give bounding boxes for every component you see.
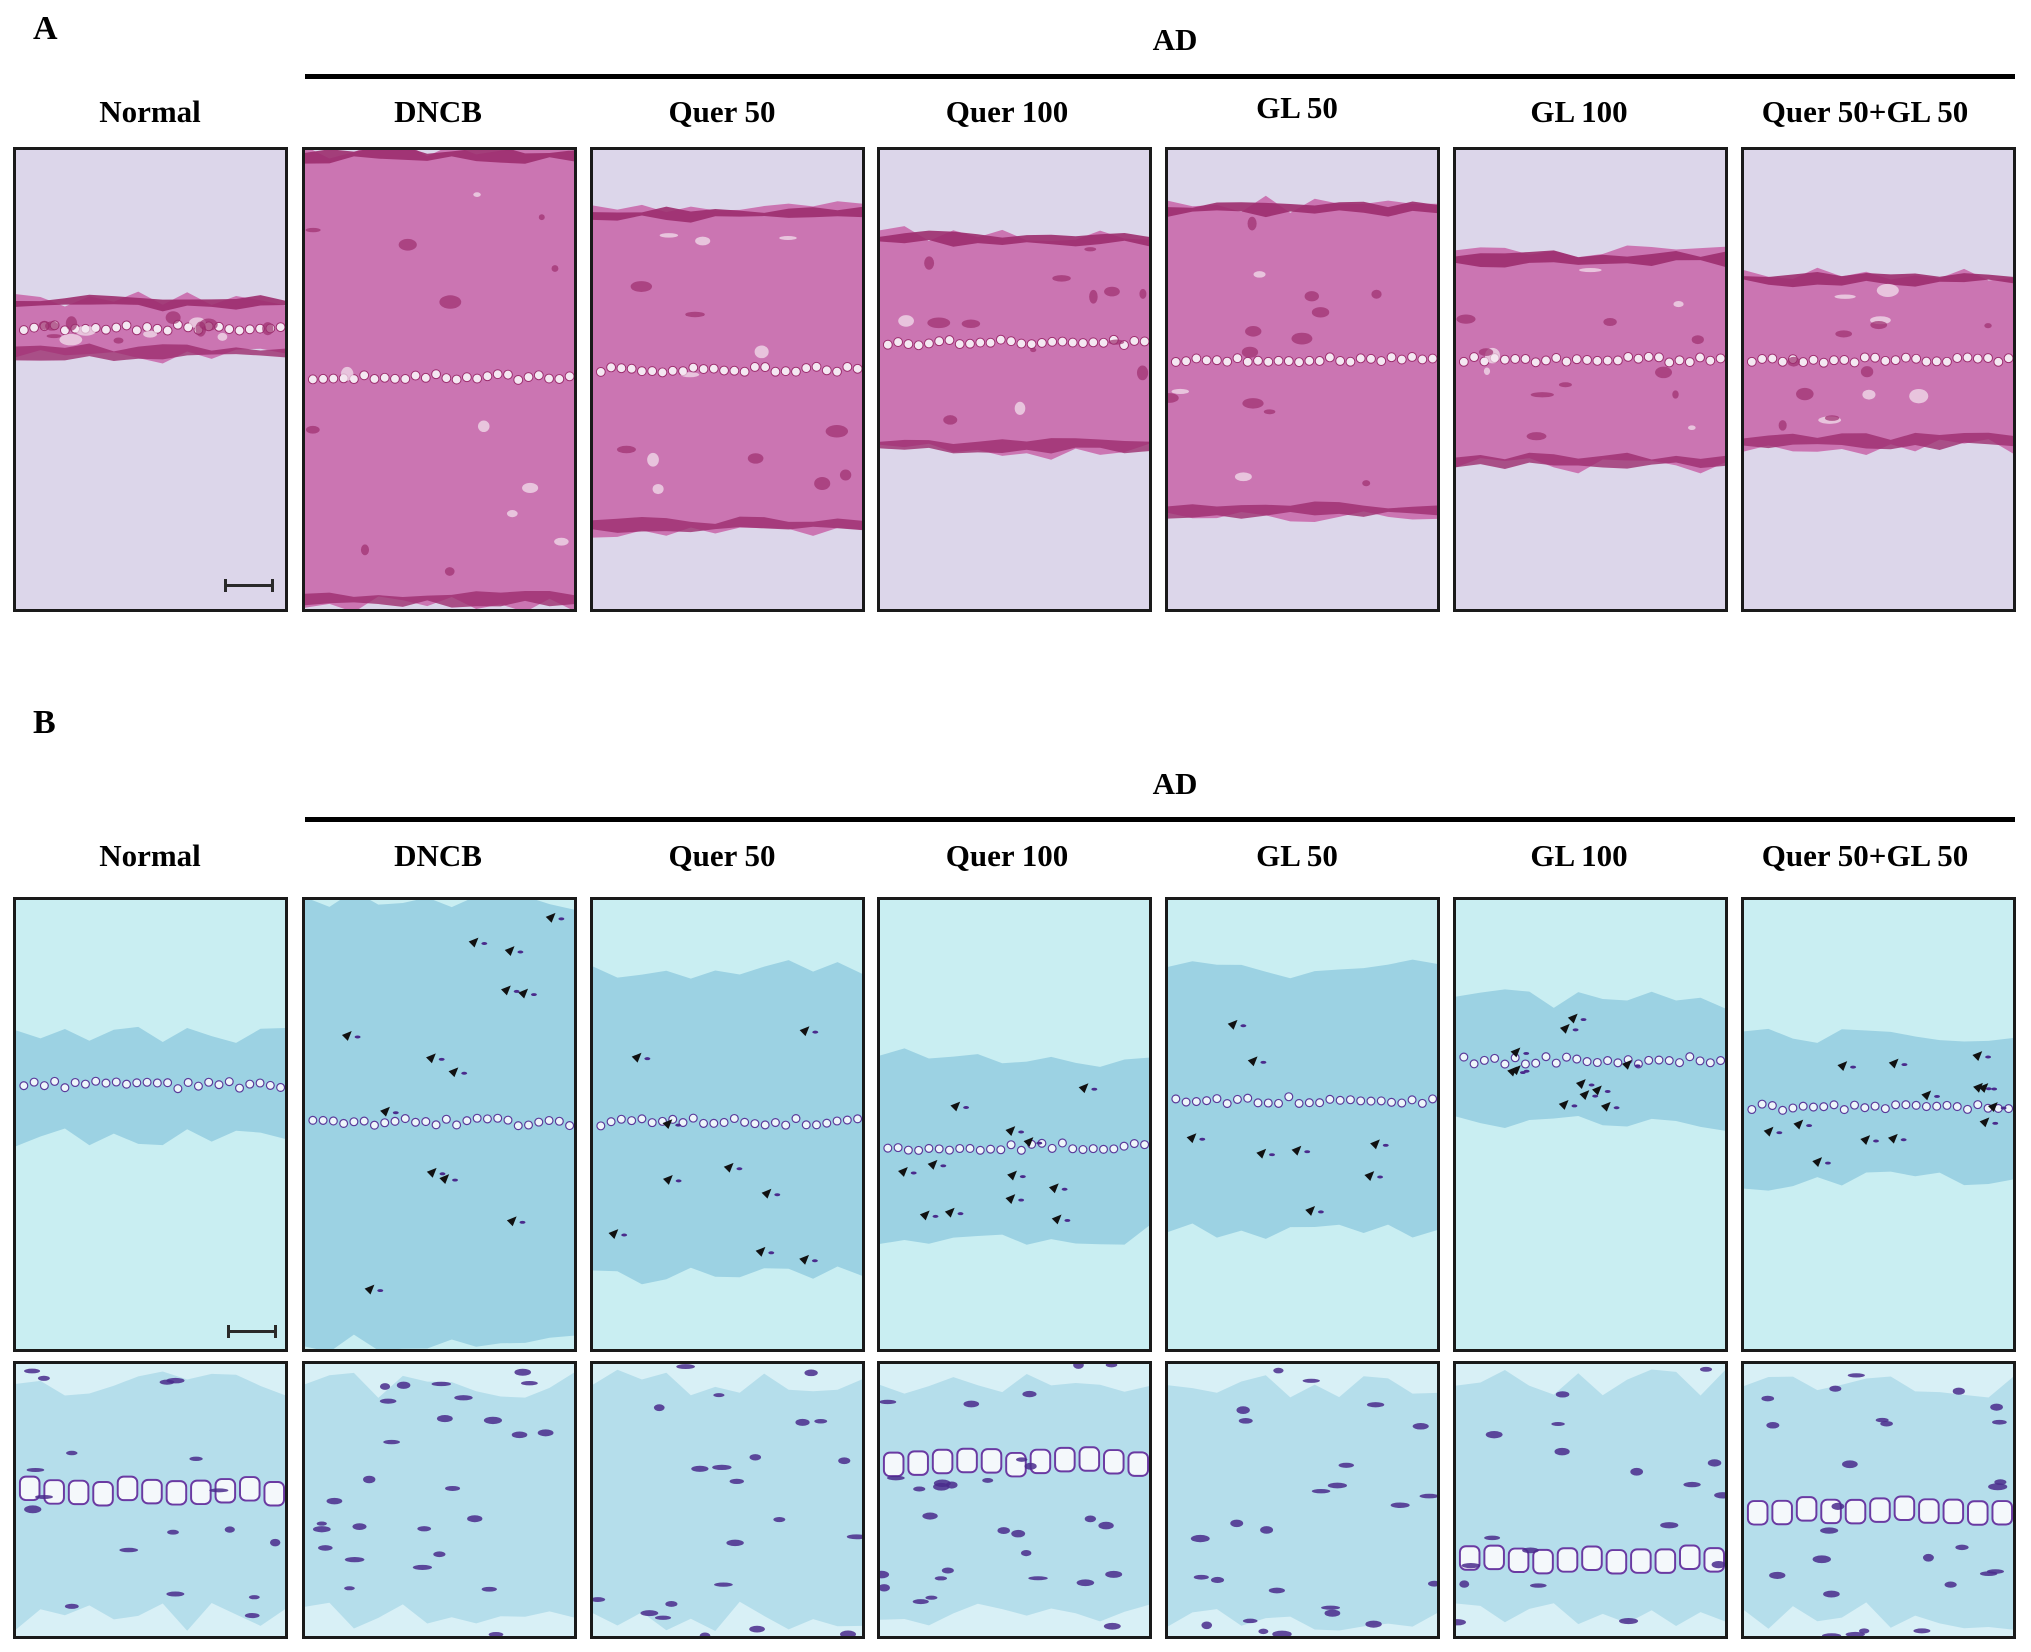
panel-b-tile-high-quer100: [877, 1361, 1152, 1639]
panel-b-col-label-combo: Quer 50+GL 50: [1761, 838, 1969, 873]
panel-a-col-label-gl100: GL 100: [1530, 94, 1628, 129]
panel-b-col-label-gl50: GL 50: [1256, 838, 1338, 873]
panel-a-col-label-combo: Quer 50+GL 50: [1761, 94, 1969, 129]
panel-a-tile-dncb: [302, 147, 577, 612]
panel-b-letter: B: [33, 704, 56, 741]
panel-a-letter: A: [33, 10, 58, 47]
panel-b-col-label-quer50: Quer 50: [668, 838, 776, 873]
panel-b-tile-low-gl100: [1453, 897, 1728, 1352]
panel-b-col-label-dncb: DNCB: [394, 838, 482, 873]
panel-b-tile-high-quer50: [590, 1361, 865, 1639]
panel-b-tile-low-dncb: [302, 897, 577, 1352]
panel-b-col-label-quer100: Quer 100: [945, 838, 1069, 873]
panel-b-col-label-normal: Normal: [99, 838, 201, 873]
panel-a-col-label-dncb: DNCB: [394, 94, 482, 129]
panel-b-tile-high-dncb: [302, 1361, 577, 1639]
panel-a-col-label-quer100: Quer 100: [945, 94, 1069, 129]
panel-a-scale-bar: [224, 579, 274, 592]
panel-b-tile-high-gl100: [1453, 1361, 1728, 1639]
panel-a-group-label: AD: [1152, 22, 1198, 57]
panel-b-tile-low-gl50: [1165, 897, 1440, 1352]
panel-a-tile-normal: [13, 147, 288, 612]
panel-b-group-line: [305, 817, 2015, 822]
panel-a-tile-quer50: [590, 147, 865, 612]
panel-a-tile-quer100: [877, 147, 1152, 612]
panel-b-tile-low-quer50: [590, 897, 865, 1352]
panel-b-tile-high-gl50: [1165, 1361, 1440, 1639]
panel-b-scale-bar: [227, 1325, 277, 1338]
panel-a-group-line: [305, 74, 2015, 79]
panel-a-col-label-quer50: Quer 50: [668, 94, 776, 129]
panel-a-tile-combo: [1741, 147, 2016, 612]
panel-b-tile-low-normal: [13, 897, 288, 1352]
panel-a-col-label-gl50: GL 50: [1256, 90, 1338, 125]
panel-b-tile-high-combo: [1741, 1361, 2016, 1639]
panel-b-tile-low-quer100: [877, 897, 1152, 1352]
panel-b-tile-high-normal: [13, 1361, 288, 1639]
panel-a-tile-gl100: [1453, 147, 1728, 612]
panel-b-tile-low-combo: [1741, 897, 2016, 1352]
panel-b-col-label-gl100: GL 100: [1530, 838, 1628, 873]
panel-a-tile-gl50: [1165, 147, 1440, 612]
panel-a-col-label-normal: Normal: [99, 94, 201, 129]
panel-b-group-label: AD: [1152, 766, 1198, 801]
